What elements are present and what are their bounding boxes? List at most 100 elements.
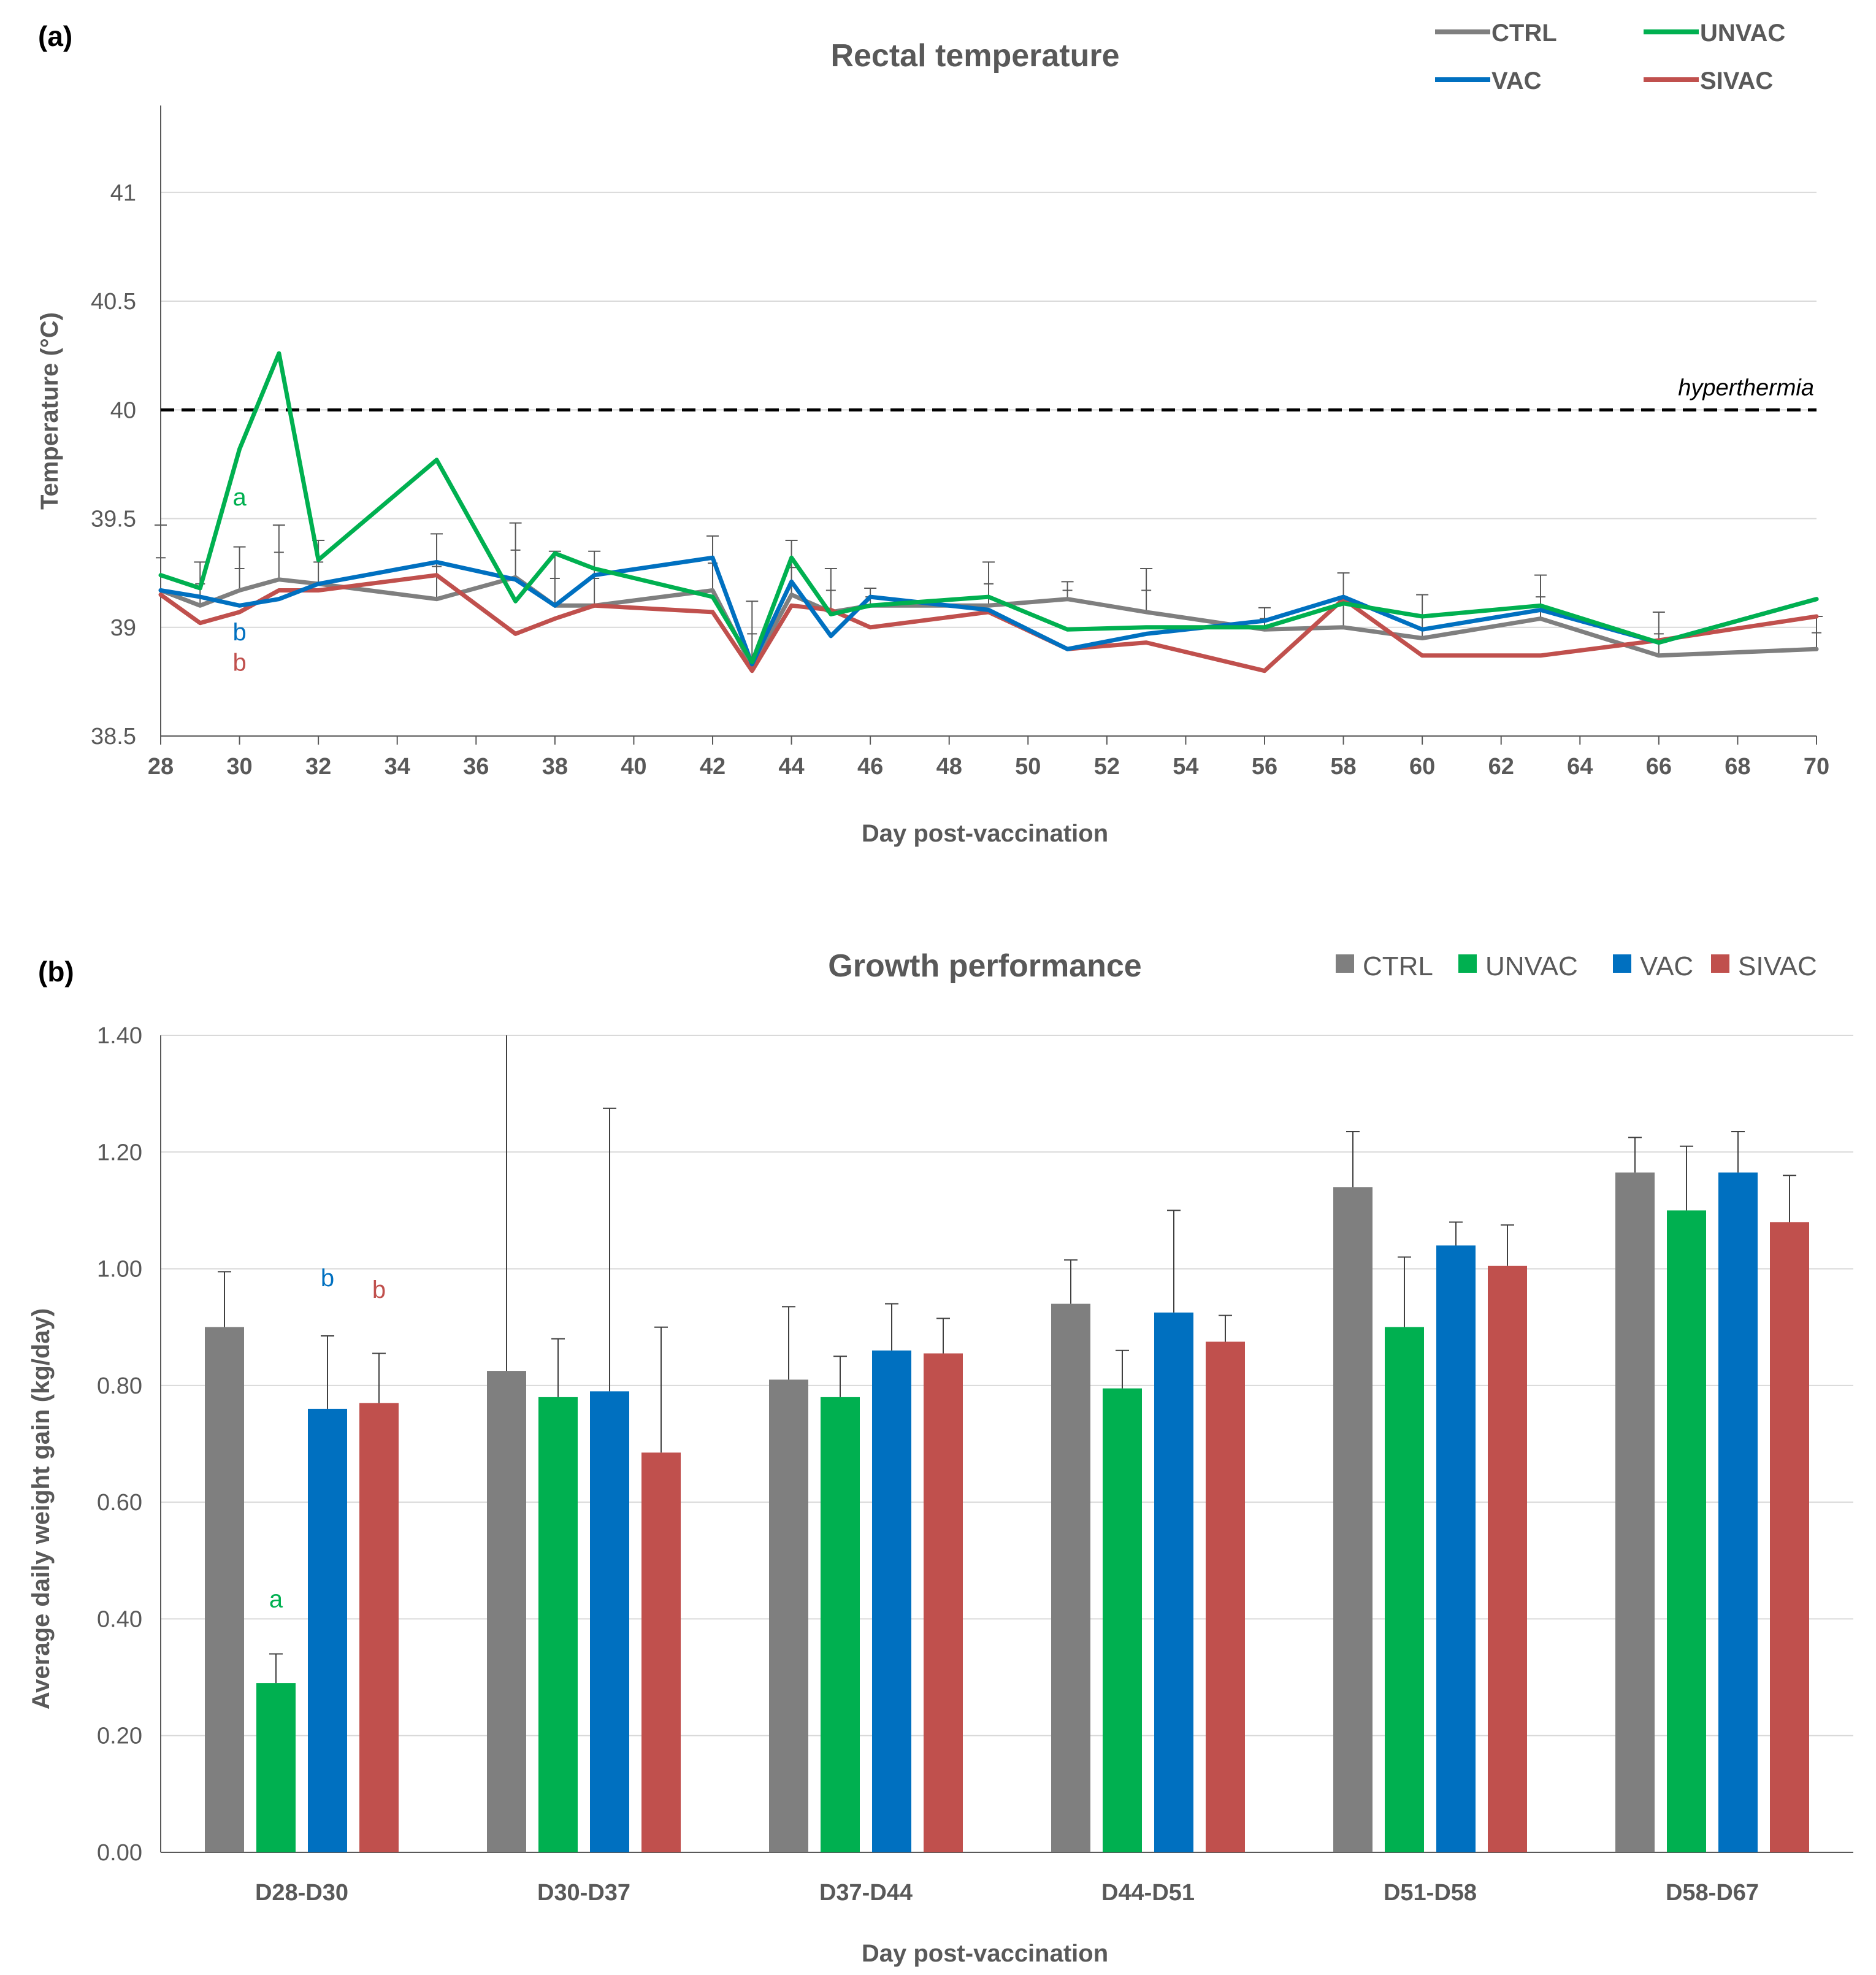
- bar-chart-y-tick-label: 0.80: [97, 1373, 142, 1399]
- bar-chart-title: Growth performance: [828, 948, 1141, 984]
- legend-swatch-sivac: [1711, 954, 1729, 973]
- bar-chart-annotations: a b b: [269, 1265, 386, 1613]
- bar-sivac: [359, 1403, 399, 1852]
- bar-unvac: [821, 1397, 860, 1852]
- line-chart-x-tick-label: 68: [1725, 754, 1750, 780]
- line-chart-x-ticks: 28 30 32 34 36 38 40 42 44 46 48 50 52 54 56 58 60 62 64 66…: [148, 736, 1829, 780]
- bar-sivac: [1770, 1222, 1809, 1852]
- line-chart-title: Rectal temperature: [830, 38, 1119, 74]
- bar-vac: [1436, 1245, 1476, 1852]
- line-chart-y-tick-label: 39.5: [91, 507, 136, 532]
- line-chart-y-tick-label: 40: [110, 397, 136, 423]
- legend-swatch-ctrl: [1336, 954, 1354, 973]
- line-chart-x-tick-label: 36: [463, 754, 489, 780]
- line-chart-x-tick-label: 54: [1173, 754, 1198, 780]
- line-series-ctrl: [158, 575, 1819, 669]
- bar-ctrl: [1333, 1187, 1373, 1852]
- hyperthermia-label: hyperthermia: [1678, 375, 1814, 401]
- line-chart-x-tick-label: 28: [148, 754, 174, 780]
- line-chart-x-tick-label: 34: [385, 754, 410, 780]
- bar-unvac: [1385, 1327, 1424, 1852]
- bar-chart-x-tick-label: D44-D51: [1101, 1880, 1195, 1906]
- bar-unvac: [538, 1397, 578, 1852]
- bar-ctrl: [1051, 1303, 1090, 1852]
- line-chart-x-tick-label: 50: [1015, 754, 1041, 780]
- bar-sivac: [1206, 1341, 1245, 1852]
- bar-chart-x-tick-label: D30-D37: [537, 1880, 630, 1906]
- bar-vac: [872, 1350, 911, 1852]
- bar-chart-x-tick-label: D58-D67: [1666, 1880, 1759, 1906]
- line-chart-x-tick-label: 30: [226, 754, 252, 780]
- bar-chart-y-ticks: 0.00 0.20 0.40 0.60 0.80 1.00 1.20 1.40: [97, 1023, 142, 1866]
- bar-chart-y-tick-label: 1.00: [97, 1257, 142, 1283]
- line-chart-x-tick-label: 42: [700, 754, 726, 780]
- line-chart-series: [158, 351, 1819, 673]
- bar-chart-x-axis-title: Day post-vaccination: [862, 1940, 1108, 1967]
- line-chart-y-ticks: 38.5 39 39.5 40 40.5 41: [91, 180, 136, 750]
- bar-sivac: [1488, 1265, 1527, 1852]
- line-chart-x-tick-label: 64: [1567, 754, 1593, 780]
- bar-chart-annotation-sivac: b: [372, 1276, 386, 1303]
- line-chart-y-tick-label: 40.5: [91, 289, 136, 315]
- legend-label-ctrl: CTRL: [1491, 20, 1557, 47]
- bar-chart-x-ticks: D28-D30 D30-D37 D37-D44 D44-D51 D51-D58 D58-D…: [255, 1880, 1759, 1906]
- line-chart-annotation-sivac: b: [232, 650, 246, 677]
- line-chart-annotation-vac: b: [232, 619, 246, 646]
- line-chart-y-tick-label: 41: [110, 180, 136, 206]
- bar-sivac: [641, 1452, 681, 1852]
- panel-a-line-chart: (a) Rectal temperature 38.5 39 39.5 40 40.5 4…: [36, 20, 1829, 847]
- line-chart-x-tick-label: 60: [1409, 754, 1435, 780]
- bar-chart-y-tick-label: 0.20: [97, 1724, 142, 1749]
- line-chart-annotations: a bb: [232, 484, 247, 676]
- line-series-unvac: [158, 351, 1819, 664]
- bar-chart-error-bars: [218, 1035, 1796, 1684]
- line-chart-x-tick-label: 62: [1488, 754, 1514, 780]
- bar-chart-y-axis-title: Average daily weight gain (kg/day): [28, 1308, 55, 1709]
- legend-swatch-vac: [1613, 954, 1631, 973]
- bar-chart-y-tick-label: 1.20: [97, 1140, 142, 1165]
- bar-sivac: [924, 1353, 963, 1852]
- line-chart-legend: CTRL UNVAC VAC SIVAC: [1435, 20, 1785, 94]
- bar-ctrl: [769, 1379, 808, 1852]
- legend-label-sivac: SIVAC: [1700, 67, 1773, 94]
- bar-chart-legend: CTRL UNVAC VAC SIVAC: [1336, 951, 1817, 981]
- bar-vac: [308, 1408, 347, 1852]
- line-chart-x-tick-label: 32: [305, 754, 331, 780]
- line-chart-x-axis-title: Day post-vaccination: [862, 820, 1108, 847]
- panel-a-label: (a): [38, 20, 72, 52]
- bar-chart-y-tick-label: 0.00: [97, 1840, 142, 1866]
- panel-b-bar-chart: (b) Growth performance 0.000.200.400.600…: [28, 948, 1853, 1967]
- bar-vac: [1718, 1172, 1758, 1852]
- line-chart-x-tick-label: 44: [778, 754, 804, 780]
- bar-chart-y-tick-label: 0.60: [97, 1490, 142, 1516]
- legend-swatch-unvac: [1458, 954, 1477, 973]
- bar-vac: [590, 1391, 629, 1852]
- bar-chart-annotation-vac: b: [321, 1265, 334, 1292]
- line-chart-y-tick-label: 38.5: [91, 724, 136, 750]
- bar-ctrl: [1615, 1172, 1655, 1852]
- bar-unvac: [1667, 1210, 1706, 1852]
- bar-ctrl: [487, 1371, 526, 1852]
- legend-label-vac: VAC: [1491, 67, 1541, 94]
- bar-chart-bars: [205, 1172, 1809, 1852]
- line-chart-x-tick-label: 66: [1646, 754, 1672, 780]
- legend-label-unvac: UNVAC: [1700, 20, 1785, 47]
- bar-chart-y-tick-label: 0.40: [97, 1606, 142, 1632]
- line-chart-y-axis-title: Temperature (°C): [36, 312, 63, 510]
- line-chart-x-tick-label: 56: [1252, 754, 1277, 780]
- bar-vac: [1154, 1312, 1193, 1852]
- line-chart-annotation-unvac: a: [232, 484, 247, 511]
- line-chart-axes: [160, 105, 1817, 737]
- line-chart-x-tick-label: 58: [1330, 754, 1356, 780]
- legend-label-sivac: SIVAC: [1738, 951, 1817, 981]
- line-chart-x-tick-label: 38: [542, 754, 568, 780]
- line-chart-x-tick-label: 70: [1804, 754, 1829, 780]
- bar-chart-y-tick-label: 1.40: [97, 1023, 142, 1049]
- legend-label-ctrl: CTRL: [1363, 951, 1433, 981]
- line-chart-x-tick-label: 52: [1094, 754, 1120, 780]
- line-chart-x-tick-label: 46: [857, 754, 883, 780]
- hyperthermia-line-group: hyperthermia: [161, 375, 1817, 412]
- bar-chart-x-tick-label: D51-D58: [1384, 1880, 1477, 1906]
- line-chart-x-tick-label: 48: [936, 754, 962, 780]
